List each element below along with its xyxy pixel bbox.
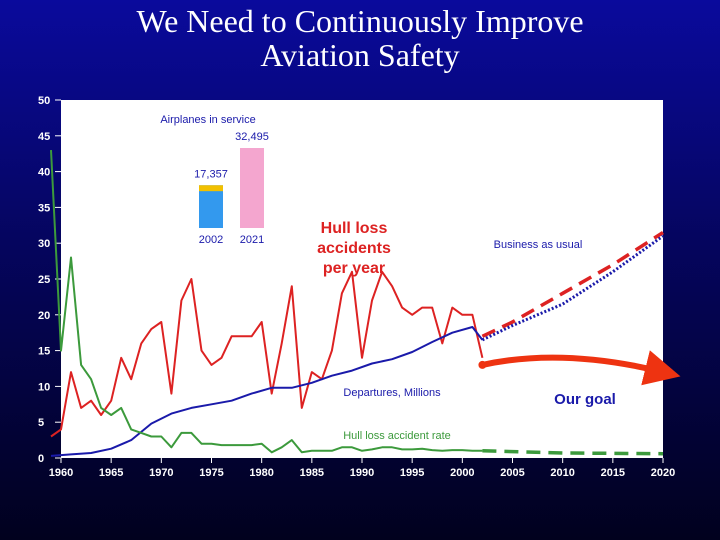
inset-bar-2002-top-segment (199, 185, 223, 192)
series-line-6 (482, 449, 664, 456)
goal-arrow-start (478, 360, 487, 369)
x-tick-label-1990: 1990 (350, 467, 374, 479)
annotation-business-as-usual: Business as usual (494, 239, 583, 251)
y-tick-label-30: 30 (38, 238, 50, 250)
x-tick-label-1960: 1960 (49, 467, 73, 479)
y-tick-label-45: 45 (38, 131, 50, 143)
inset-bar-2021 (240, 148, 264, 228)
annotation-hull-loss-line-1: Hull loss (321, 220, 388, 237)
x-axis: 1960 1965 1970 1975 1980 1985 1990 1995 2000 2005… (49, 458, 675, 479)
annotation-hull-loss-line-3: per year (323, 260, 385, 277)
inset-value-label-2002: 17,357 (194, 168, 228, 180)
y-tick-label-5: 5 (38, 417, 44, 429)
annotation-hull-loss-line-2: accidents (317, 240, 391, 257)
series-line-4 (481, 231, 664, 338)
x-tick-label-1995: 1995 (400, 467, 424, 479)
y-axis: 0 5 10 15 20 25 30 35 40 45 50 (38, 95, 61, 465)
inset-title: Airplanes in service (160, 114, 255, 126)
y-tick-label-10: 10 (38, 381, 50, 393)
inset-airplanes-in-service: Airplanes in service 17,357 2002 32,495 2021 (160, 114, 269, 246)
x-tick-label-2015: 2015 (601, 467, 625, 479)
inset-bar-2002 (199, 185, 223, 228)
plot-area (61, 100, 663, 458)
x-tick-label-2005: 2005 (500, 467, 524, 479)
x-tick-label-2020: 2020 (651, 467, 675, 479)
annotation-our-goal: Our goal (554, 391, 616, 408)
inset-value-label-2021: 32,495 (235, 131, 269, 143)
slide-title: We Need to Continuously Improve Aviation… (0, 4, 720, 72)
x-tick-label-1965: 1965 (99, 467, 123, 479)
series-line-2 (50, 326, 484, 457)
annotation-departures: Departures, Millions (343, 387, 441, 399)
annotation-rate: Hull loss accident rate (343, 430, 451, 442)
slide-title-line-1: We Need to Continuously Improve (136, 3, 584, 39)
y-tick-label-40: 40 (38, 167, 50, 179)
y-tick-label-50: 50 (38, 95, 50, 107)
x-tick-label-1975: 1975 (199, 467, 223, 479)
y-tick-label-15: 15 (38, 346, 50, 358)
x-tick-label-2000: 2000 (450, 467, 474, 479)
x-tick-label-1980: 1980 (249, 467, 273, 479)
y-tick-label-20: 20 (38, 310, 50, 322)
series-line-1 (50, 270, 484, 438)
inset-category-label-2002: 2002 (199, 234, 223, 246)
slide-title-line-2: Aviation Safety (260, 37, 460, 73)
y-tick-label-25: 25 (38, 274, 50, 286)
annotations: Hull loss accidents per year Business as us… (317, 220, 616, 442)
series-line-3 (50, 150, 483, 454)
goal-arrow (479, 350, 681, 386)
inset-category-label-2021: 2021 (240, 234, 264, 246)
x-tick-label-1970: 1970 (149, 467, 173, 479)
series-line-5 (481, 234, 664, 342)
series-layer (50, 150, 681, 457)
y-tick-label-0: 0 (38, 453, 44, 465)
x-tick-label-1985: 1985 (300, 467, 324, 479)
x-tick-label-2010: 2010 (550, 467, 574, 479)
y-tick-label-35: 35 (38, 202, 50, 214)
